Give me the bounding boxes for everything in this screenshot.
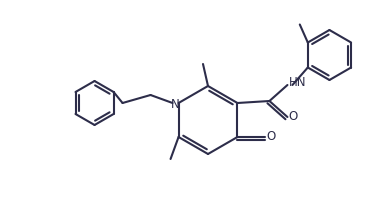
Text: O: O: [289, 110, 298, 124]
Text: HN: HN: [289, 77, 306, 89]
Text: O: O: [267, 131, 276, 144]
Text: N: N: [171, 98, 180, 110]
